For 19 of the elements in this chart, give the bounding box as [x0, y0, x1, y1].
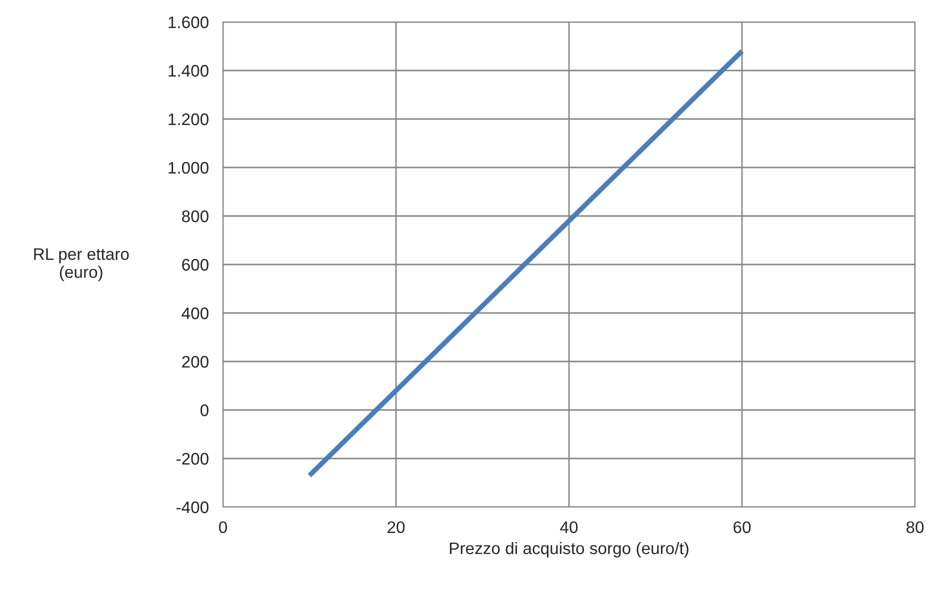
x-tick-label: 40 [560, 521, 578, 534]
y-tick-label: 1.400 [168, 64, 208, 77]
x-tick-label: 80 [906, 521, 924, 534]
y-axis-title: RL per ettaro (euro) [34, 248, 129, 282]
y-tick-label: 200 [182, 356, 208, 368]
y-tick-label: 0 [200, 404, 208, 416]
x-tick-label: 0 [219, 521, 227, 534]
y-tick-label: 800 [182, 210, 208, 222]
line-series [307, 48, 744, 478]
y-tick-label: 1.000 [168, 162, 208, 174]
x-tick-label: 60 [734, 521, 751, 534]
y-tick-label: 1.200 [168, 113, 208, 126]
y-tick-label: 600 [182, 258, 208, 271]
x-tick-label: 20 [388, 521, 405, 534]
y-tick-label: 400 [182, 307, 208, 320]
y-tick-label: -400 [176, 501, 208, 514]
y-tick-label: -200 [176, 452, 208, 465]
x-axis-title: Prezzo di acquisto sorgo (euro/t) [450, 542, 688, 558]
y-tick-label: 1.600 [168, 16, 208, 28]
